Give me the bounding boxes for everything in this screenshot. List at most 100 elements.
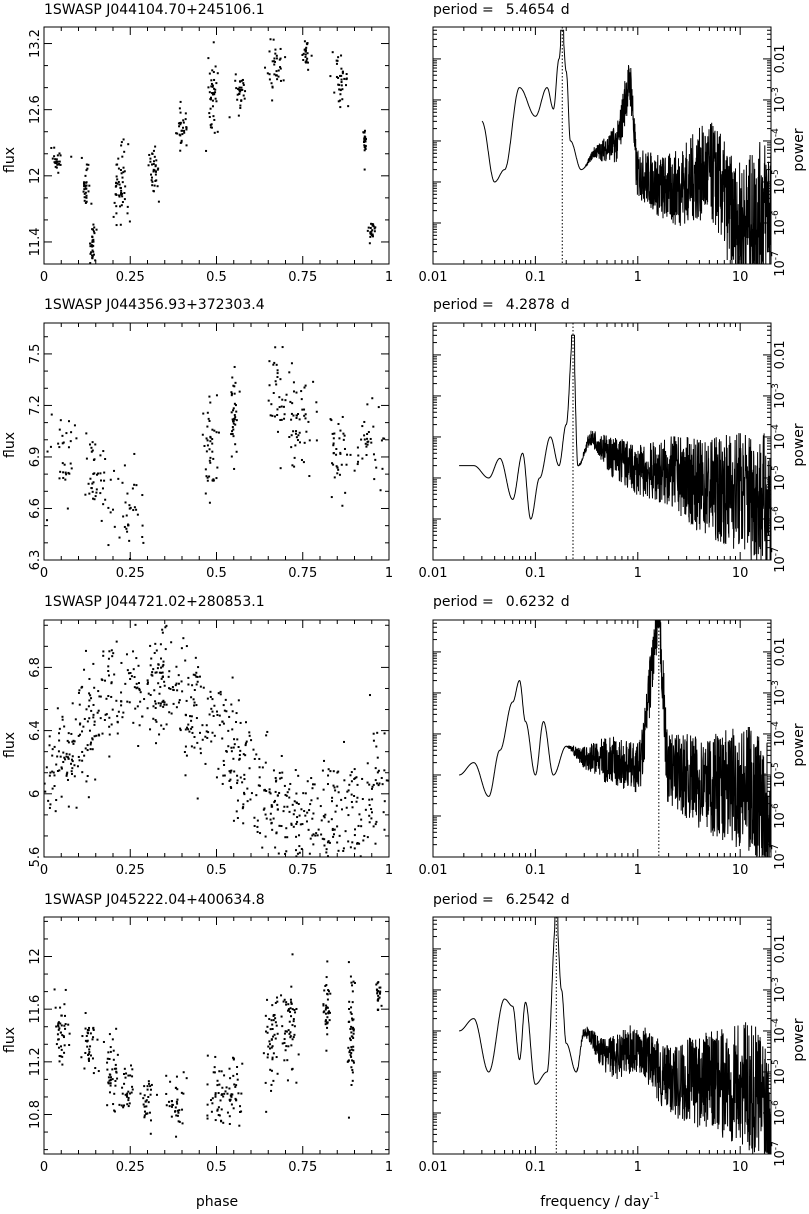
- lc-point: [211, 91, 214, 94]
- lc-point: [215, 394, 218, 397]
- lc-point: [163, 680, 166, 683]
- lc-point: [91, 490, 94, 493]
- lc-point: [379, 986, 382, 989]
- lc-point: [90, 244, 93, 247]
- lc-point: [352, 1029, 355, 1032]
- lc-ytick-label: 12.6: [28, 95, 43, 124]
- lc-point: [342, 432, 345, 435]
- lc-point: [375, 466, 378, 469]
- flux-axis-label-1: flux: [2, 147, 18, 173]
- lc-point: [271, 1027, 274, 1030]
- lc-point: [99, 695, 102, 698]
- lc-point: [376, 990, 379, 993]
- lc-point: [349, 774, 352, 777]
- lc-point: [265, 789, 268, 792]
- lc-point: [110, 723, 113, 726]
- lc-point: [220, 1093, 223, 1096]
- lc-point: [310, 799, 313, 802]
- lc-point: [348, 783, 351, 786]
- lc-point: [58, 739, 61, 742]
- lc-point: [53, 146, 56, 149]
- lc-point: [311, 882, 313, 884]
- lc-point: [248, 734, 251, 737]
- lc-point: [283, 1041, 286, 1044]
- lc-point: [350, 1055, 353, 1058]
- lc-point: [90, 268, 92, 270]
- lc-point: [67, 1023, 70, 1026]
- lc-point: [217, 1092, 220, 1095]
- lc-point: [149, 1085, 152, 1088]
- lc-point: [153, 689, 156, 692]
- lc-point: [302, 58, 305, 61]
- lc-point: [324, 813, 327, 816]
- lc-point: [309, 803, 312, 806]
- lc-point: [107, 544, 110, 547]
- lc-point: [176, 1088, 179, 1091]
- lc-point: [369, 235, 372, 238]
- lc-point: [352, 1018, 355, 1021]
- lc-point: [373, 478, 376, 481]
- lc-point: [271, 1045, 274, 1048]
- lc-point: [90, 741, 93, 744]
- lc-point: [333, 476, 336, 479]
- lc-point: [218, 1083, 221, 1086]
- lc-point: [241, 1062, 244, 1065]
- lc-point: [298, 814, 301, 817]
- lc-point: [315, 401, 318, 404]
- lc-point: [332, 835, 335, 838]
- lc-point: [48, 774, 51, 777]
- lc-point: [59, 755, 62, 758]
- lc-point: [92, 716, 95, 719]
- lc-point: [170, 1115, 173, 1118]
- lc-point: [111, 1068, 114, 1071]
- lc-ytick-label: 10.8: [28, 1100, 43, 1129]
- lc-point: [348, 1008, 351, 1011]
- lc-point: [162, 660, 165, 663]
- lc-point: [145, 1112, 148, 1115]
- lc-point: [275, 363, 278, 366]
- lc-point: [239, 749, 242, 752]
- lc-point: [272, 1052, 275, 1055]
- lc-point: [110, 649, 113, 652]
- lc-point: [316, 834, 319, 837]
- lc-point: [217, 1113, 220, 1116]
- lc-point: [108, 725, 111, 728]
- lc-point: [331, 462, 334, 465]
- lc-point: [181, 133, 184, 136]
- lc-xtick-label: 0.5: [206, 863, 227, 878]
- lc-point: [88, 492, 91, 495]
- lc-point: [235, 87, 238, 90]
- lc-point: [270, 403, 273, 406]
- ps-xtick-label: 10: [732, 566, 749, 581]
- lc-point: [63, 1003, 66, 1006]
- lc-xtick-label: 1: [385, 566, 393, 581]
- lc-point: [287, 1003, 290, 1006]
- lc-point: [91, 255, 94, 258]
- lc-point: [370, 811, 373, 814]
- lc-point: [128, 220, 131, 223]
- lc-point: [119, 223, 122, 226]
- lc-point: [336, 825, 339, 828]
- lc-point: [275, 1024, 278, 1027]
- lc-point: [368, 783, 371, 786]
- lc-point: [216, 1079, 219, 1082]
- lc-point: [54, 1006, 57, 1009]
- lc-point: [212, 1071, 215, 1074]
- lc-point: [107, 665, 110, 668]
- lc-point: [51, 787, 54, 790]
- lc-point: [233, 392, 236, 395]
- lc-point: [332, 463, 335, 466]
- lc-point: [89, 748, 92, 751]
- lc-point: [157, 663, 160, 666]
- lc-point: [374, 779, 377, 782]
- lc-point: [366, 762, 369, 765]
- lc-point: [151, 152, 154, 155]
- lc-point: [149, 664, 152, 667]
- lc-point: [132, 509, 135, 512]
- lc-point: [174, 1110, 177, 1113]
- lc-point: [365, 445, 368, 448]
- lc-point: [89, 245, 92, 248]
- lc-point: [293, 465, 296, 468]
- lc-point: [237, 88, 240, 91]
- lc-point: [177, 1111, 180, 1114]
